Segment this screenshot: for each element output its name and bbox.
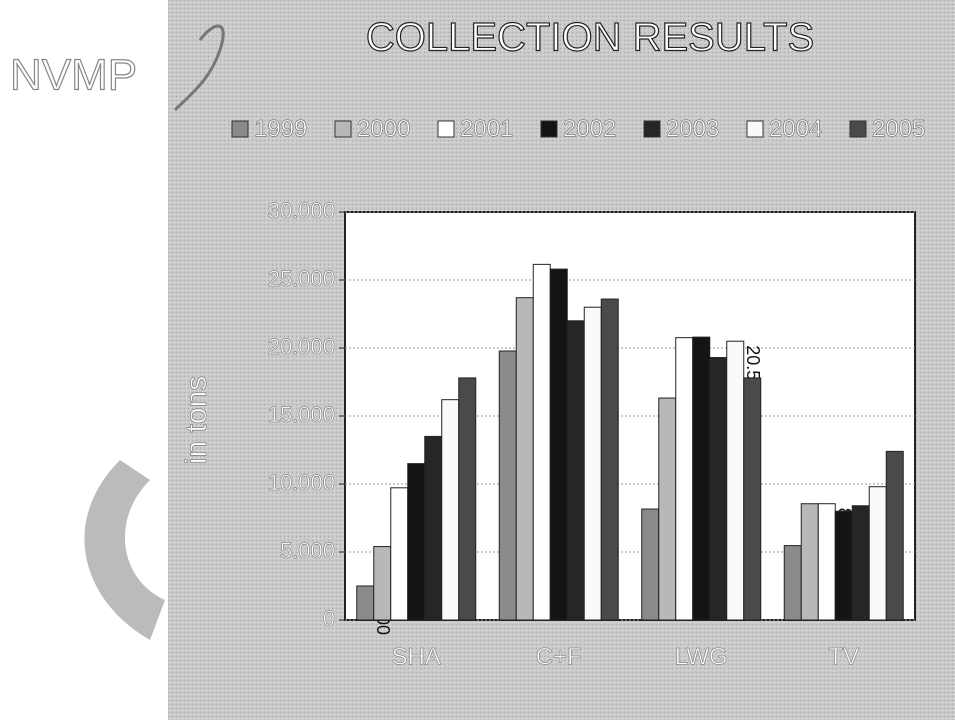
bar: [550, 269, 567, 620]
legend-label: 2001: [460, 115, 513, 142]
bar: [533, 264, 550, 620]
bar: [374, 547, 391, 620]
bar: [818, 504, 835, 620]
legend-swatch: [335, 121, 351, 137]
bar: [425, 436, 442, 620]
bar: [710, 358, 727, 620]
legend-label: 1999: [254, 115, 307, 142]
legend-swatch: [232, 121, 248, 137]
x-tick-label: LWG: [675, 643, 728, 670]
y-tick-label: 20.000: [268, 334, 335, 359]
legend-swatch: [541, 121, 557, 137]
bar: [459, 378, 476, 620]
bar: [391, 488, 408, 620]
x-tick-label: TV: [828, 643, 859, 670]
chart-title: COLLECTION RESULTS: [366, 16, 814, 60]
bar: [516, 298, 533, 620]
bar: [499, 351, 516, 620]
bar: [852, 506, 869, 620]
legend-swatch: [747, 121, 763, 137]
bar: [584, 307, 601, 620]
bar: [744, 378, 761, 620]
y-tick-label: 5.000: [280, 538, 335, 563]
slide: NVMP COLLECTION RESULTS in tons 0 5.000 10…: [0, 0, 955, 728]
y-tick-label: 25.000: [268, 266, 335, 291]
legend-swatch: [850, 121, 866, 137]
bar: [442, 400, 459, 620]
bar: [642, 509, 659, 620]
bar: [727, 341, 744, 620]
logo-text: NVMP: [10, 51, 137, 100]
legend-label: 2005: [872, 115, 925, 142]
legend-label: 2000: [357, 115, 410, 142]
bar: [801, 504, 818, 620]
bar: [693, 337, 710, 620]
y-axis-label: in tons: [180, 376, 213, 464]
y-tick-label: 0: [323, 606, 335, 631]
y-tick-label: 15.000: [268, 402, 335, 427]
bar: [659, 398, 676, 620]
bar: [835, 511, 852, 620]
bar: [869, 487, 886, 620]
bar: [357, 586, 374, 620]
legend-label: 2003: [666, 115, 719, 142]
y-tick-label: 10.000: [268, 470, 335, 495]
bar: [408, 464, 425, 620]
legend-swatch: [438, 121, 454, 137]
bar: [784, 546, 801, 620]
legend-label: 2002: [563, 115, 616, 142]
bar: [567, 321, 584, 620]
legend-swatch: [644, 121, 660, 137]
x-tick-label: SHA: [392, 643, 441, 670]
legend-label: 2004: [769, 115, 822, 142]
bar: [886, 451, 903, 620]
bar: [601, 299, 618, 620]
x-tick-label: C+F: [536, 643, 582, 670]
bar: [676, 338, 693, 620]
y-tick-label: 30.000: [268, 198, 335, 223]
